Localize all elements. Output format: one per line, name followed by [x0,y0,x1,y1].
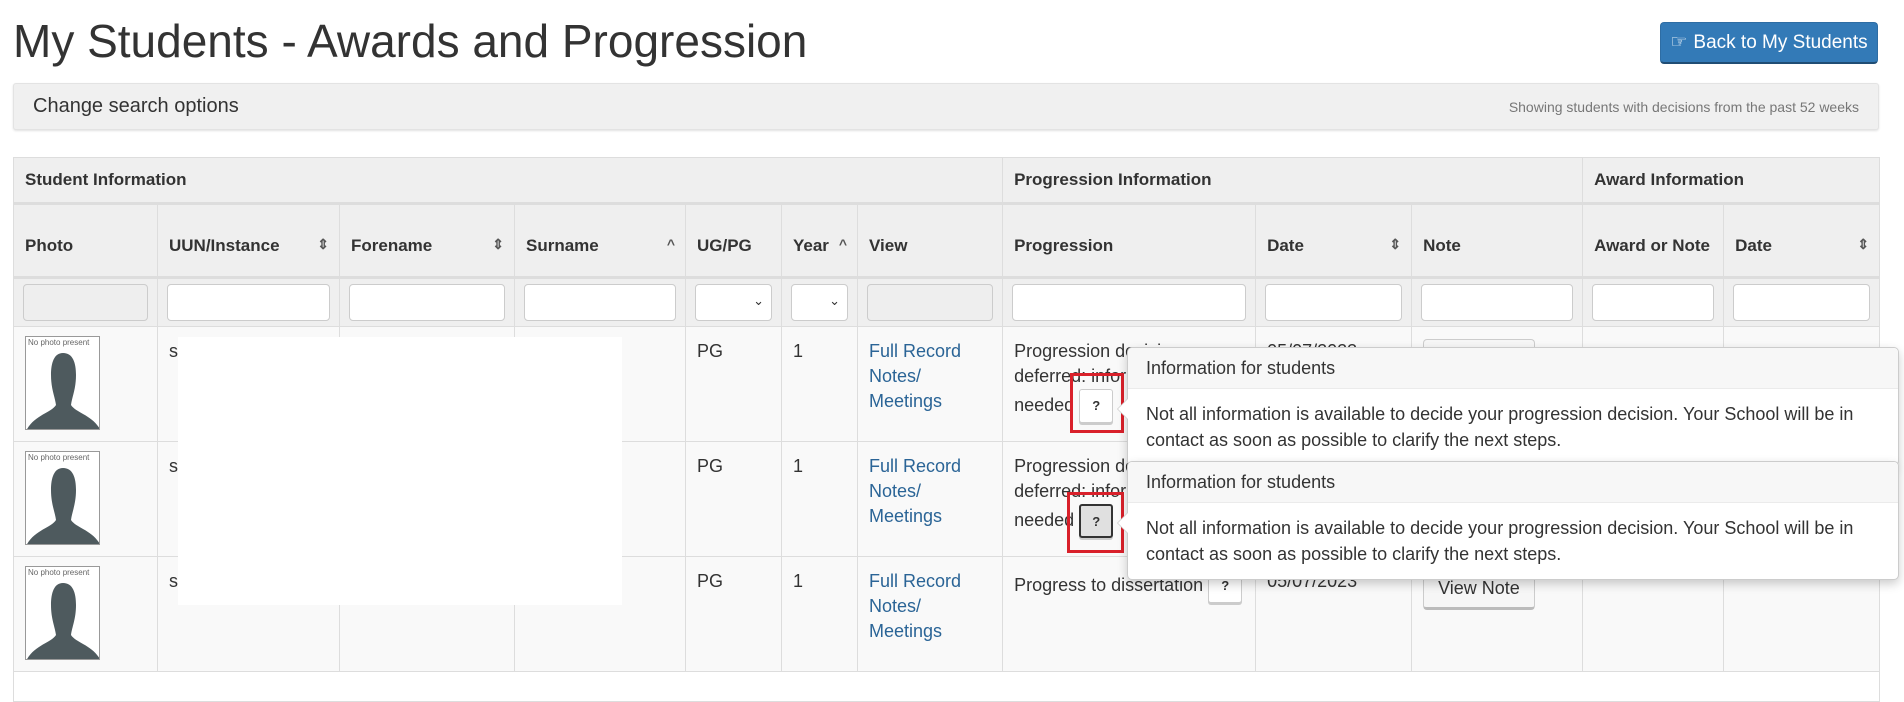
group-award-information: Award Information [1582,157,1881,205]
column-header[interactable]: Date ⇕ [1255,203,1413,278]
column-label: Award or Note [1594,235,1710,255]
column-label: View [869,235,908,255]
full-record-link[interactable]: Full Record [869,341,962,361]
popover-title: Information for students [1128,348,1898,389]
showing-info: Showing students with decisions from the… [1508,98,1859,115]
notes-meetings-link[interactable]: Notes/ Meetings [869,481,943,526]
info-popover: Information for students Not all informa… [1117,347,1899,466]
hand-pointing-icon: ☞ [1670,32,1688,53]
popover-title: Information for students [1128,462,1898,503]
filter-note[interactable] [1421,284,1574,321]
column-header[interactable]: Forename ⇕ [339,203,515,278]
back-to-my-students-button[interactable]: ☞ Back to My Students [1660,22,1878,64]
filter-progression[interactable] [1012,284,1247,321]
column-header: Photo [13,203,158,278]
column-header[interactable]: Date ⇕ [1723,203,1881,278]
year-cell: 1 [781,326,858,442]
filter-date[interactable] [1265,284,1403,321]
level-cell: PG [685,441,782,557]
year-cell: 1 [781,441,858,557]
person-silhouette-icon [27,468,99,544]
filter-award[interactable] [1592,284,1715,321]
change-search-options-toggle[interactable]: Change search options [33,95,239,117]
popover-body: Not all information is available to deci… [1146,404,1854,450]
column-label: Note [1423,235,1461,255]
year-cell: 1 [781,556,858,672]
column-header: Note [1411,203,1584,278]
student-photo-placeholder: No photo present [25,451,100,545]
student-photo-placeholder: No photo present [25,336,100,430]
column-label: Year [793,235,829,255]
column-header: Progression [1002,203,1257,278]
person-silhouette-icon [27,583,99,659]
highlight-box [1067,492,1124,553]
chevron-down-icon: ⌄ [753,293,764,308]
search-options-bar: Change search options Showing students w… [13,83,1879,130]
chevron-down-icon: ⌄ [829,293,840,308]
column-header[interactable]: Surname ^ [514,203,686,278]
popover-body: Not all information is available to deci… [1146,518,1854,564]
highlight-box [1070,373,1124,433]
filter-forename[interactable] [349,284,505,321]
help-button[interactable]: ? [1079,504,1114,538]
full-record-link[interactable]: Full Record [869,571,962,591]
person-silhouette-icon [27,353,99,429]
column-label: UG/PG [697,235,752,255]
sort-icon[interactable]: ⇕ [317,235,329,252]
page-title: My Students - Awards and Progression [13,15,808,67]
student-photo-placeholder: No photo present [25,566,100,660]
filter-ugpg-select[interactable]: ⌄ [695,284,772,321]
sort-icon[interactable]: ⇕ [492,235,504,252]
redaction-box [178,337,622,605]
sort-icon[interactable]: ^ [666,235,675,252]
column-header: View [856,203,1004,278]
column-label: Date [1267,235,1304,255]
table-row [12,671,1881,702]
filter-photo [13,276,158,327]
group-student-information: Student Information [12,157,1004,205]
help-button[interactable]: ? [1079,389,1114,423]
level-cell: PG [685,326,782,442]
column-header: Award or Note [1582,203,1725,278]
sort-icon[interactable]: ^ [838,235,847,252]
column-header: UG/PG [685,203,782,278]
level-cell: PG [685,556,782,672]
sort-icon[interactable]: ⇕ [1857,235,1870,252]
notes-meetings-link[interactable]: Notes/ Meetings [869,366,943,411]
column-label: Photo [25,235,74,255]
info-popover: Information for students Not all informa… [1117,461,1899,580]
column-label: Date [1735,235,1772,255]
filter-view [856,276,1004,327]
full-record-link[interactable]: Full Record [869,456,962,476]
filter-uun[interactable] [167,284,330,321]
column-label: UUN/Instance [169,235,280,255]
filter-year-select[interactable]: ⌄ [791,284,848,321]
filter-surname[interactable] [524,284,676,321]
column-label: Progression [1014,235,1114,255]
filter-award-date[interactable] [1733,284,1871,321]
column-header[interactable]: Year ^ [781,203,858,278]
column-header[interactable]: UUN/Instance ⇕ [157,203,340,278]
notes-meetings-link[interactable]: Notes/ Meetings [869,596,943,641]
group-progression-information: Progression Information [1002,157,1584,205]
column-label: Forename [351,235,433,255]
column-label: Surname [526,235,599,255]
sort-icon[interactable]: ⇕ [1389,235,1402,252]
